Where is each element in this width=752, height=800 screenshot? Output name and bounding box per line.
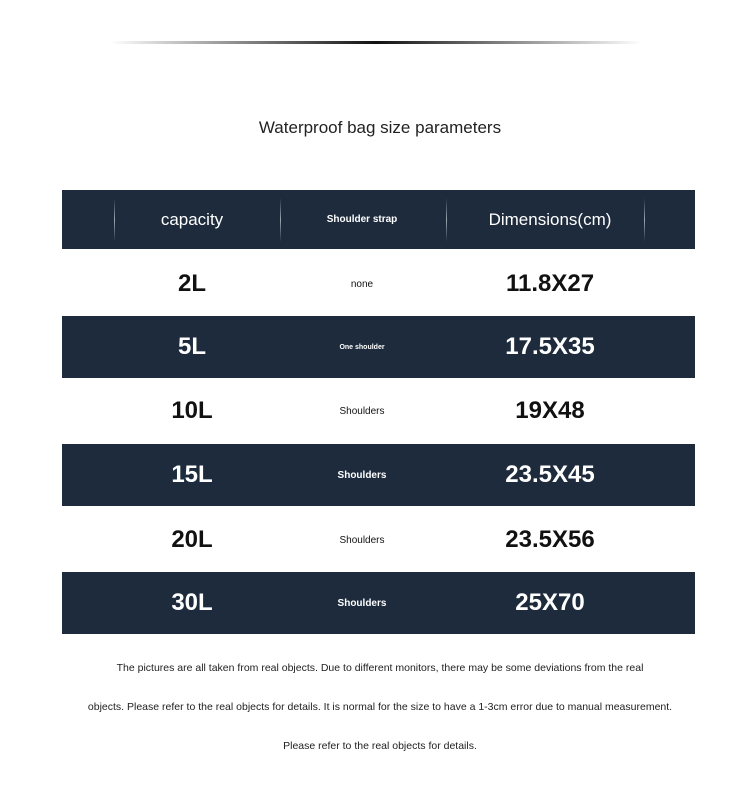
table-row: 15L Shoulders 23.5X45 xyxy=(62,444,695,506)
top-divider xyxy=(110,41,642,44)
dimensions-cell: 19X48 xyxy=(515,397,585,424)
strap-cell: Shoulders xyxy=(339,405,385,417)
header-capacity: capacity xyxy=(160,209,224,229)
dimensions-cell: 25X70 xyxy=(515,589,585,616)
capacity-cell: 10L xyxy=(171,397,213,424)
note-line-3: Please refer to the real objects for det… xyxy=(283,740,477,752)
note-line-2: objects. Please refer to the real object… xyxy=(87,701,673,713)
dimensions-cell: 23.5X56 xyxy=(505,526,595,553)
note-line-1: The pictures are all taken from real obj… xyxy=(116,662,644,674)
capacity-cell: 5L xyxy=(177,333,206,360)
table-row: 2L none 11.8X27 xyxy=(62,253,695,315)
capacity-cell: 30L xyxy=(171,589,213,616)
table-row: 5L One shoulder 17.5X35 xyxy=(62,316,695,378)
header-dimensions: Dimensions(cm) xyxy=(488,209,612,229)
strap-cell: One shoulder xyxy=(339,343,385,351)
header-shoulder-strap: Shoulder strap xyxy=(326,214,398,225)
strap-cell: Shoulders xyxy=(337,469,387,481)
dimensions-cell: 17.5X35 xyxy=(505,333,595,360)
table-header: capacity Shoulder strap Dimensions(cm) xyxy=(62,190,695,249)
dimensions-cell: 23.5X45 xyxy=(505,461,595,488)
dimensions-cell: 11.8X27 xyxy=(505,270,595,297)
strap-cell: Shoulders xyxy=(339,534,385,546)
capacity-cell: 20L xyxy=(171,526,213,553)
capacity-cell: 15L xyxy=(171,461,213,488)
table-row: 10L Shoulders 19X48 xyxy=(62,380,695,442)
table-row: 30L Shoulders 25X70 xyxy=(62,572,695,634)
page-title: Waterproof bag size parameters xyxy=(258,118,502,137)
strap-cell: Shoulders xyxy=(337,597,387,609)
capacity-cell: 2L xyxy=(177,270,206,297)
table-row: 20L Shoulders 23.5X56 xyxy=(62,509,695,571)
strap-cell: none xyxy=(350,278,374,290)
